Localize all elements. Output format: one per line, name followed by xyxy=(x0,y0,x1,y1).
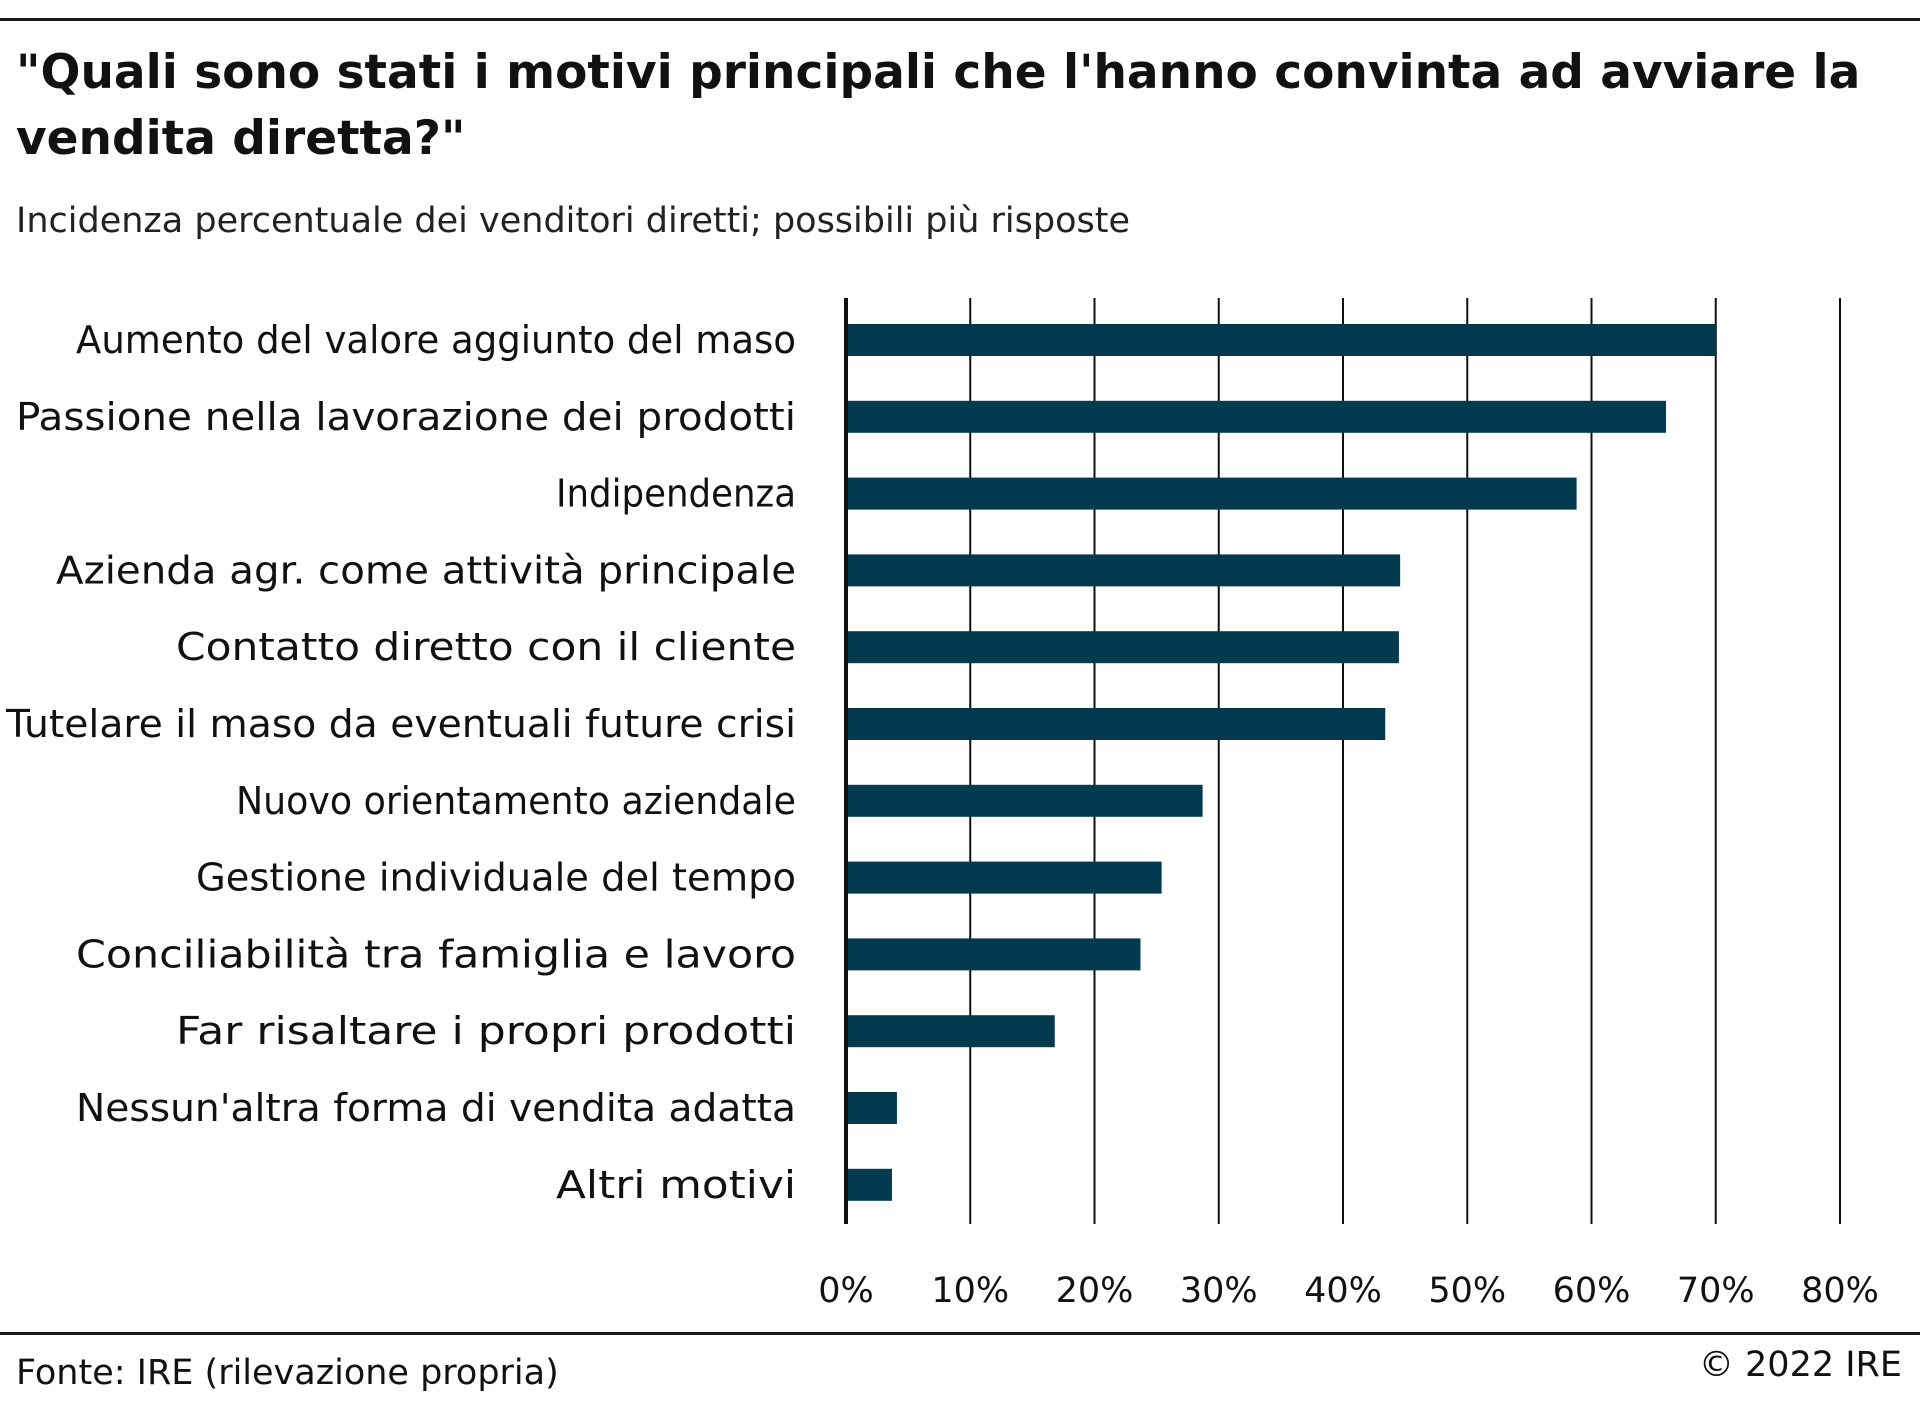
tick-label: 60% xyxy=(1553,1271,1631,1311)
tick-label: 10% xyxy=(931,1271,1009,1311)
category-label: Nuovo orientamento aziendale xyxy=(236,779,796,823)
source-note: Fonte: IRE (rilevazione propria) xyxy=(16,1353,559,1393)
category-label: Far risaltare i propri prodotti xyxy=(176,1009,796,1053)
category-label: Contatto diretto con il cliente xyxy=(176,625,796,669)
category-label: Altri motivi xyxy=(556,1163,796,1207)
bar xyxy=(846,631,1399,664)
bar xyxy=(846,554,1401,587)
tick-label: 30% xyxy=(1180,1271,1258,1311)
tick-label: 0% xyxy=(818,1271,874,1311)
category-label: Gestione individuale del tempo xyxy=(196,856,796,900)
bar xyxy=(846,1168,892,1201)
top-rule xyxy=(0,18,1920,21)
bar xyxy=(846,1015,1055,1048)
chart-subtitle: Incidenza percentuale dei venditori dire… xyxy=(16,201,1131,241)
bar xyxy=(846,708,1386,740)
tick-label: 20% xyxy=(1056,1271,1134,1311)
gridlines xyxy=(969,298,1841,1224)
tick-label: 40% xyxy=(1304,1271,1382,1311)
category-label: Indipendenza xyxy=(556,472,796,516)
category-labels: Aumento del valore aggiunto del maso Pass… xyxy=(5,318,796,1207)
bar xyxy=(846,861,1162,894)
bar xyxy=(846,1092,897,1124)
category-label: Aumento del valore aggiunto del maso xyxy=(76,318,796,362)
category-label: Nessun'altra forma di vendita adatta xyxy=(76,1086,796,1130)
bar xyxy=(846,324,1716,356)
bar-chart: Aumento del valore aggiunto del maso Pass… xyxy=(5,298,1879,1311)
bars xyxy=(846,324,1716,1201)
category-label: Passione nella lavorazione dei prodotti xyxy=(16,395,796,439)
tick-label: 70% xyxy=(1677,1271,1755,1311)
category-label: Conciliabilità tra famiglia e lavoro xyxy=(76,932,796,976)
chart-title: "Quali sono stati i motivi principali ch… xyxy=(16,45,1861,166)
bar xyxy=(846,477,1577,510)
bar xyxy=(846,784,1203,817)
copyright-note: © 2022 IRE xyxy=(1698,1345,1902,1385)
tick-labels: 0% 10% 20% 30% 40% 50% 60% 70% 80% xyxy=(818,1271,1879,1311)
tick-label: 80% xyxy=(1801,1271,1879,1311)
bar xyxy=(846,400,1667,433)
bar xyxy=(846,938,1141,971)
category-label: Tutelare il maso da eventuali future cri… xyxy=(5,702,796,746)
tick-label: 50% xyxy=(1428,1271,1506,1311)
category-label: Azienda agr. come attività principale xyxy=(56,548,796,592)
bottom-rule xyxy=(0,1332,1920,1335)
